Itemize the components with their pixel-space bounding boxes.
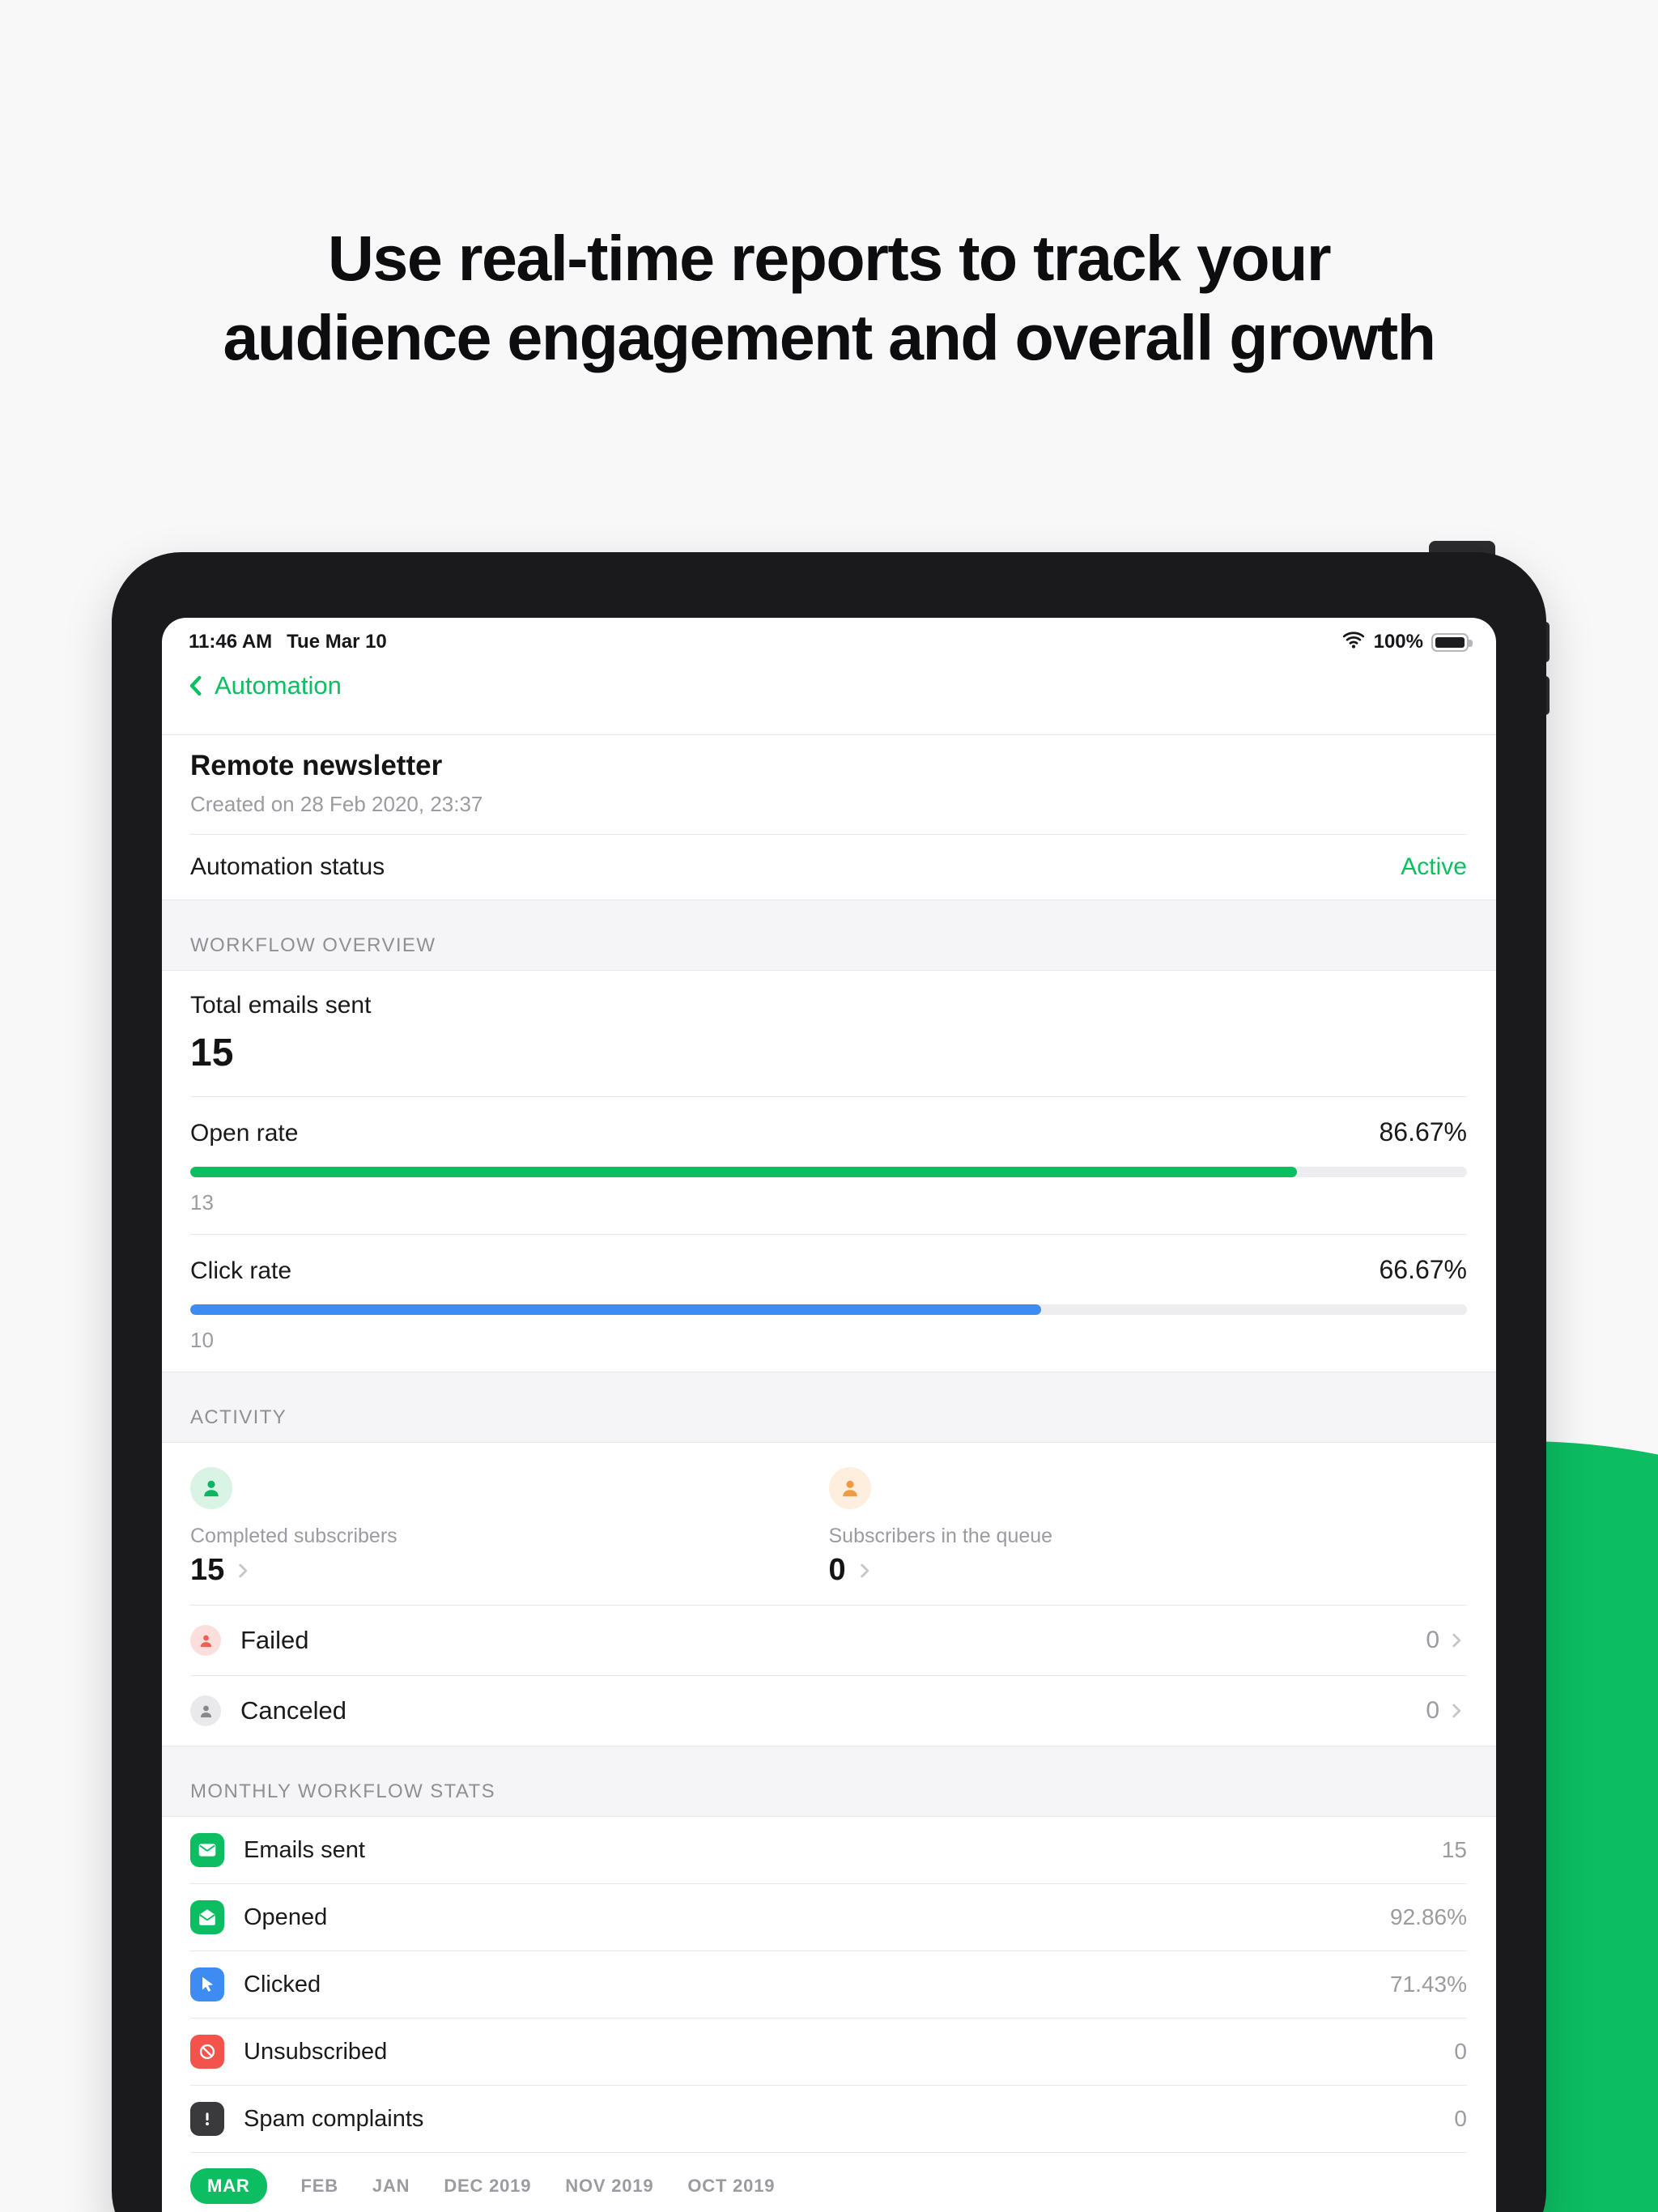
canceled-row[interactable]: Canceled 0 bbox=[162, 1676, 1496, 1746]
chevron-right-icon bbox=[860, 1563, 869, 1577]
status-bar-right: 100% bbox=[1341, 629, 1473, 656]
clicked-row: Clicked 71.43% bbox=[162, 1951, 1496, 2018]
tab-month-dec-2019[interactable]: DEC 2019 bbox=[444, 2176, 532, 2196]
chevron-right-icon bbox=[1452, 1633, 1461, 1648]
divider bbox=[190, 1096, 1467, 1097]
divider bbox=[190, 1234, 1467, 1235]
divider bbox=[190, 834, 1467, 835]
campaign-created-date: Created on 28 Feb 2020, 23:37 bbox=[190, 792, 483, 816]
exclamation-icon bbox=[190, 2102, 224, 2136]
page-title-line1: Use real-time reports to track your bbox=[327, 222, 1332, 294]
person-icon bbox=[190, 1625, 221, 1656]
failed-value: 0 bbox=[1426, 1627, 1439, 1653]
battery-icon bbox=[1431, 632, 1473, 652]
activity-cards: Completed subscribers 15 Subscribers in … bbox=[162, 1443, 1496, 1605]
automation-status-row: Automation status Active bbox=[162, 835, 1496, 900]
month-tabs: MAR FEB JAN DEC 2019 NOV 2019 OCT 2019 bbox=[162, 2153, 1496, 2212]
tab-month-feb[interactable]: FEB bbox=[300, 2176, 338, 2196]
battery-percent: 100% bbox=[1373, 631, 1423, 653]
tab-month-mar[interactable]: MAR bbox=[190, 2168, 267, 2204]
block-icon bbox=[190, 2035, 224, 2069]
emails-sent-row: Emails sent 15 bbox=[162, 1817, 1496, 1883]
automation-status-label: Automation status bbox=[190, 853, 385, 880]
tab-month-oct-2019[interactable]: OCT 2019 bbox=[687, 2176, 776, 2196]
completed-subscribers-card[interactable]: Completed subscribers 15 bbox=[190, 1467, 829, 1605]
open-rate-progress-fill bbox=[190, 1167, 1297, 1177]
tab-month-jan[interactable]: JAN bbox=[372, 2176, 410, 2196]
click-rate-percent: 66.67% bbox=[1379, 1255, 1467, 1284]
chevron-left-icon bbox=[189, 675, 202, 696]
click-rate-label: Click rate bbox=[190, 1257, 292, 1284]
status-time: 11:46 AM bbox=[189, 631, 273, 653]
open-rate-progress-track bbox=[190, 1167, 1467, 1177]
divider bbox=[190, 1605, 1467, 1606]
click-rate-progress-track bbox=[190, 1304, 1467, 1315]
click-rate-block: Click rate 66.67% 10 bbox=[162, 1235, 1496, 1372]
back-button-label: Automation bbox=[215, 671, 342, 700]
tab-month-nov-2019[interactable]: NOV 2019 bbox=[565, 2176, 654, 2196]
person-icon bbox=[190, 1695, 221, 1726]
campaign-header: Remote newsletter Created on 28 Feb 2020… bbox=[162, 735, 1496, 834]
person-icon bbox=[190, 1467, 232, 1509]
failed-row[interactable]: Failed 0 bbox=[162, 1606, 1496, 1675]
back-button[interactable]: Automation bbox=[189, 671, 342, 700]
wifi-icon bbox=[1341, 629, 1366, 656]
total-emails-block: Total emails sent 15 bbox=[162, 971, 1496, 1097]
completed-subscribers-value: 15 bbox=[190, 1553, 225, 1587]
queue-subscribers-card[interactable]: Subscribers in the queue 0 bbox=[828, 1467, 1468, 1605]
click-rate-count: 10 bbox=[190, 1328, 214, 1352]
canceled-label: Canceled bbox=[240, 1696, 346, 1725]
ipad-screen: 11:46 AM Tue Mar 10 100% bbox=[162, 618, 1496, 2212]
total-emails-value: 15 bbox=[190, 1032, 234, 1074]
failed-label: Failed bbox=[240, 1626, 309, 1654]
status-bar-left: 11:46 AM Tue Mar 10 bbox=[189, 631, 402, 653]
divider bbox=[190, 2152, 1467, 2153]
spam-complaints-row: Spam complaints 0 bbox=[162, 2086, 1496, 2152]
campaign-title: Remote newsletter bbox=[190, 750, 443, 781]
open-rate-percent: 86.67% bbox=[1379, 1117, 1467, 1146]
divider bbox=[190, 1675, 1467, 1676]
chevron-right-icon bbox=[239, 1563, 248, 1577]
open-rate-count: 13 bbox=[190, 1190, 214, 1214]
person-icon bbox=[828, 1467, 871, 1509]
automation-status-value: Active bbox=[1401, 853, 1467, 880]
canceled-value: 0 bbox=[1426, 1697, 1439, 1724]
divider bbox=[162, 734, 1496, 735]
section-header-activity: ACTIVITY bbox=[162, 1372, 1496, 1443]
open-rate-block: Open rate 86.67% 13 bbox=[162, 1097, 1496, 1235]
envelope-open-icon bbox=[190, 1900, 224, 1934]
page-title-line2: audience engagement and overall growth bbox=[223, 301, 1436, 373]
completed-subscribers-label: Completed subscribers bbox=[190, 1525, 397, 1547]
envelope-icon bbox=[190, 1833, 224, 1867]
section-header-workflow-overview: WORKFLOW OVERVIEW bbox=[162, 900, 1496, 971]
open-rate-label: Open rate bbox=[190, 1120, 299, 1146]
ipad-device: 11:46 AM Tue Mar 10 100% bbox=[112, 541, 1550, 2212]
divider bbox=[190, 2085, 1467, 2086]
cursor-icon bbox=[190, 1967, 224, 2001]
divider bbox=[190, 1950, 1467, 1951]
total-emails-label: Total emails sent bbox=[190, 992, 372, 1019]
status-date: Tue Mar 10 bbox=[287, 631, 387, 653]
click-rate-progress-fill bbox=[190, 1304, 1042, 1315]
section-header-monthly-stats: MONTHLY WORKFLOW STATS bbox=[162, 1746, 1496, 1817]
chevron-right-icon bbox=[1452, 1704, 1461, 1718]
page-title: Use real-time reports to track your audi… bbox=[0, 219, 1658, 377]
opened-row: Opened 92.86% bbox=[162, 1884, 1496, 1950]
nav-bar: Automation bbox=[162, 668, 1496, 704]
unsubscribed-row: Unsubscribed 0 bbox=[162, 2018, 1496, 2085]
divider bbox=[190, 1883, 1467, 1884]
queue-subscribers-label: Subscribers in the queue bbox=[828, 1525, 1053, 1547]
status-bar: 11:46 AM Tue Mar 10 100% bbox=[189, 626, 1473, 658]
queue-subscribers-value: 0 bbox=[828, 1553, 846, 1587]
